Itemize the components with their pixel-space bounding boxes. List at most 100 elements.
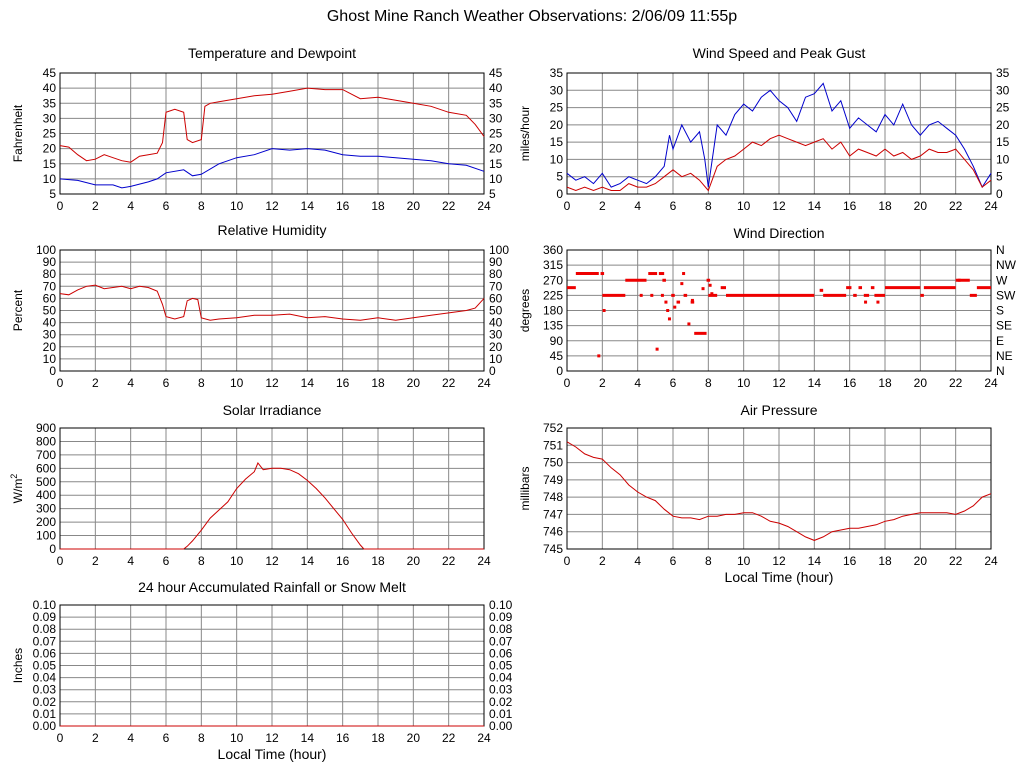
y2-tick-label: 0 (996, 187, 1003, 201)
direction-point (660, 293, 664, 297)
rain-chart: 24 hour Accumulated Rainfall or Snow Mel… (11, 579, 513, 762)
chart-title: Temperature and Dewpoint (188, 45, 356, 61)
direction-point (687, 322, 691, 326)
x-tick-label: 12 (265, 376, 279, 390)
y-tick-label: 135 (543, 319, 563, 333)
x-axis-label: Local Time (hour) (725, 569, 834, 585)
x-tick-label: 22 (949, 199, 963, 213)
y-axis-label: Inches (11, 648, 25, 683)
x-tick-label: 10 (737, 376, 751, 390)
y-tick-label: 0 (49, 364, 56, 378)
x-tick-label: 12 (772, 199, 786, 213)
chart-title: Air Pressure (740, 402, 817, 418)
y2-tick-label: E (996, 334, 1004, 348)
y-tick-label: 400 (36, 488, 56, 502)
y-tick-label: 360 (543, 243, 563, 257)
page-title: Ghost Mine Ranch Weather Observations: 2… (326, 8, 738, 25)
x-tick-label: 16 (336, 731, 350, 745)
x-tick-label: 24 (477, 199, 491, 213)
direction-point (666, 309, 670, 312)
direction-point (708, 283, 712, 287)
solar-series-line-0 (60, 462, 484, 550)
plot-frame (59, 72, 485, 195)
x-tick-label: 6 (163, 376, 170, 390)
y-tick-label: 20 (550, 118, 564, 132)
y-tick-label: 748 (543, 490, 563, 504)
direction-point (650, 293, 654, 297)
x-tick-label: 20 (914, 554, 928, 568)
y2-tick-label: 50 (489, 304, 503, 318)
y-tick-label: 15 (550, 135, 564, 149)
plot-frame (59, 249, 485, 372)
x-tick-label: 6 (163, 554, 170, 568)
y2-tick-label: 0.01 (489, 707, 513, 721)
x-tick-label: 18 (371, 731, 385, 745)
x-tick-label: 14 (808, 554, 822, 568)
x-tick-label: 18 (371, 554, 385, 568)
direction-point (864, 300, 868, 304)
x-tick-label: 20 (407, 731, 421, 745)
y-axis-label: miles/hour (518, 106, 532, 161)
x-tick-label: 12 (265, 554, 279, 568)
y-tick-label: 0.08 (33, 622, 57, 636)
y2-tick-label: 0.02 (489, 695, 513, 709)
x-tick-label: 24 (984, 554, 998, 568)
y-tick-label: 30 (43, 111, 57, 125)
y2-tick-label: 25 (996, 101, 1010, 115)
x-tick-label: 14 (808, 376, 822, 390)
y-axis-label: degrees (518, 289, 532, 332)
x-tick-label: 22 (949, 376, 963, 390)
x-tick-label: 0 (564, 554, 571, 568)
y-tick-label: 25 (43, 127, 57, 141)
y2-tick-label: 5 (489, 187, 496, 201)
x-tick-label: 12 (772, 376, 786, 390)
y-tick-label: 300 (36, 502, 56, 516)
x-tick-label: 20 (407, 554, 421, 568)
y2-tick-label: 100 (489, 243, 509, 257)
x-tick-label: 18 (371, 376, 385, 390)
y-tick-label: 0.06 (33, 646, 57, 660)
x-tick-label: 2 (599, 554, 606, 568)
x-tick-label: 4 (127, 731, 134, 745)
y2-tick-label: 0.07 (489, 634, 513, 648)
y2-tick-label: 60 (489, 291, 503, 305)
x-tick-label: 6 (670, 554, 677, 568)
x-tick-label: 12 (265, 731, 279, 745)
y-tick-label: 0.10 (33, 598, 57, 612)
y-tick-label: 225 (543, 288, 563, 302)
x-tick-label: 16 (336, 376, 350, 390)
y-tick-label: 180 (543, 304, 563, 318)
y-tick-label: 70 (43, 279, 57, 293)
y-tick-label: 0.03 (33, 683, 57, 697)
x-tick-label: 24 (477, 376, 491, 390)
y2-tick-label: 90 (489, 255, 503, 269)
y2-tick-label: 25 (489, 127, 503, 141)
chart-title: Wind Direction (733, 225, 824, 241)
x-tick-label: 0 (564, 199, 571, 213)
x-tick-label: 14 (301, 199, 315, 213)
y2-tick-label: 0 (489, 364, 496, 378)
y-tick-label: 0 (556, 187, 563, 201)
y2-tick-label: 40 (489, 316, 503, 330)
y-tick-label: 40 (43, 316, 57, 330)
rh-series-line-0 (59, 284, 485, 321)
plot-frame (566, 72, 992, 195)
x-tick-label: 10 (230, 376, 244, 390)
x-tick-label: 18 (878, 199, 892, 213)
y2-tick-label: 15 (996, 135, 1010, 149)
y2-tick-label: 30 (996, 83, 1010, 97)
y-tick-label: 60 (43, 291, 57, 305)
y2-tick-label: 15 (489, 157, 503, 171)
x-tick-label: 24 (477, 731, 491, 745)
y-tick-label: 500 (36, 475, 56, 489)
y-tick-label: 30 (43, 328, 57, 342)
chart-title: Wind Speed and Peak Gust (693, 45, 866, 61)
y-tick-label: 0 (556, 364, 563, 378)
x-tick-label: 24 (477, 554, 491, 568)
x-tick-label: 14 (301, 731, 315, 745)
